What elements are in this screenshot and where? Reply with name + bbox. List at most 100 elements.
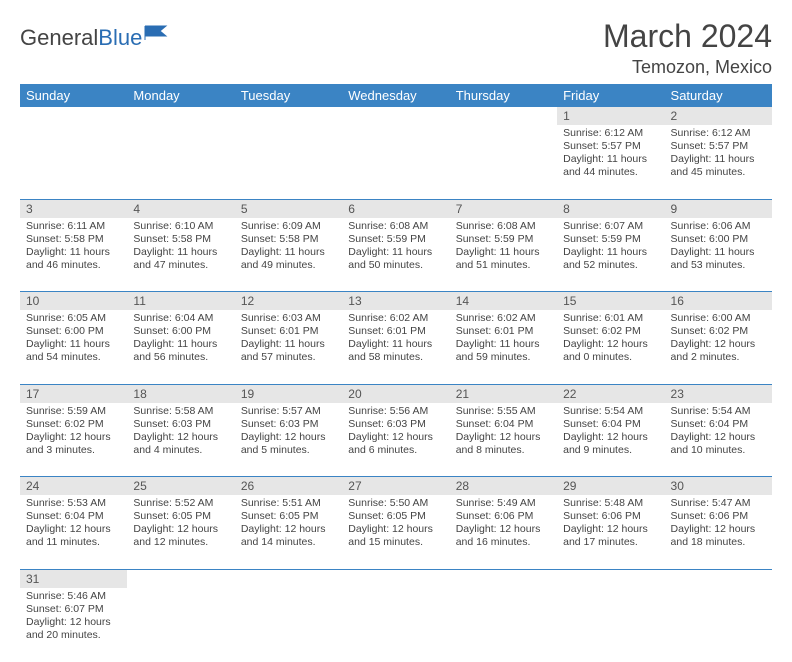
day-number-cell	[127, 569, 234, 588]
sunrise-text: Sunrise: 6:00 AM	[671, 312, 766, 325]
daylight-text: Daylight: 12 hours and 11 minutes.	[26, 523, 121, 549]
day-number-cell: 1	[557, 107, 664, 125]
day-number-cell: 22	[557, 384, 664, 403]
day-content-cell	[235, 125, 342, 199]
day-content-cell	[557, 588, 664, 662]
day-content-cell: Sunrise: 5:53 AMSunset: 6:04 PMDaylight:…	[20, 495, 127, 569]
daylight-text: Daylight: 12 hours and 6 minutes.	[348, 431, 443, 457]
sunrise-text: Sunrise: 6:02 AM	[456, 312, 551, 325]
daylight-text: Daylight: 11 hours and 47 minutes.	[133, 246, 228, 272]
day-content-cell: Sunrise: 5:49 AMSunset: 6:06 PMDaylight:…	[450, 495, 557, 569]
day-content-cell: Sunrise: 6:00 AMSunset: 6:02 PMDaylight:…	[665, 310, 772, 384]
day-content-cell: Sunrise: 5:51 AMSunset: 6:05 PMDaylight:…	[235, 495, 342, 569]
weekday-header: Tuesday	[235, 84, 342, 107]
sunrise-text: Sunrise: 6:12 AM	[563, 127, 658, 140]
daylight-text: Daylight: 11 hours and 53 minutes.	[671, 246, 766, 272]
day-content-cell: Sunrise: 6:12 AMSunset: 5:57 PMDaylight:…	[665, 125, 772, 199]
daylight-text: Daylight: 12 hours and 18 minutes.	[671, 523, 766, 549]
sunset-text: Sunset: 6:05 PM	[133, 510, 228, 523]
sunrise-text: Sunrise: 6:08 AM	[348, 220, 443, 233]
sunrise-text: Sunrise: 6:05 AM	[26, 312, 121, 325]
daylight-text: Daylight: 11 hours and 57 minutes.	[241, 338, 336, 364]
day-number-cell	[557, 569, 664, 588]
brand-part2: Blue	[98, 25, 142, 51]
daylight-text: Daylight: 12 hours and 0 minutes.	[563, 338, 658, 364]
brand-part1: General	[20, 25, 98, 51]
day-content-cell	[20, 125, 127, 199]
sunrise-text: Sunrise: 5:51 AM	[241, 497, 336, 510]
daylight-text: Daylight: 12 hours and 15 minutes.	[348, 523, 443, 549]
brand-logo: GeneralBlue	[20, 24, 170, 52]
day-content-cell	[665, 588, 772, 662]
sunrise-text: Sunrise: 6:02 AM	[348, 312, 443, 325]
day-number-cell: 31	[20, 569, 127, 588]
day-number-cell	[235, 569, 342, 588]
sunset-text: Sunset: 6:05 PM	[241, 510, 336, 523]
day-number-cell: 26	[235, 477, 342, 496]
day-content-cell	[127, 125, 234, 199]
daylight-text: Daylight: 12 hours and 9 minutes.	[563, 431, 658, 457]
day-number-row: 12	[20, 107, 772, 125]
day-content-cell	[235, 588, 342, 662]
location: Temozon, Mexico	[603, 57, 772, 78]
day-content-row: Sunrise: 6:05 AMSunset: 6:00 PMDaylight:…	[20, 310, 772, 384]
day-content-cell: Sunrise: 6:01 AMSunset: 6:02 PMDaylight:…	[557, 310, 664, 384]
sunrise-text: Sunrise: 5:53 AM	[26, 497, 121, 510]
day-content-cell	[450, 125, 557, 199]
day-number-cell: 27	[342, 477, 449, 496]
day-number-cell: 5	[235, 199, 342, 218]
daylight-text: Daylight: 12 hours and 5 minutes.	[241, 431, 336, 457]
day-content-row: Sunrise: 5:53 AMSunset: 6:04 PMDaylight:…	[20, 495, 772, 569]
day-content-cell	[342, 125, 449, 199]
sunrise-text: Sunrise: 5:59 AM	[26, 405, 121, 418]
sunrise-text: Sunrise: 5:55 AM	[456, 405, 551, 418]
title-block: March 2024 Temozon, Mexico	[603, 18, 772, 78]
day-content-cell: Sunrise: 6:04 AMSunset: 6:00 PMDaylight:…	[127, 310, 234, 384]
sunrise-text: Sunrise: 6:04 AM	[133, 312, 228, 325]
day-number-cell: 30	[665, 477, 772, 496]
daylight-text: Daylight: 11 hours and 46 minutes.	[26, 246, 121, 272]
day-content-cell: Sunrise: 5:48 AMSunset: 6:06 PMDaylight:…	[557, 495, 664, 569]
day-number-cell	[235, 107, 342, 125]
weekday-header: Saturday	[665, 84, 772, 107]
day-number-cell	[665, 569, 772, 588]
daylight-text: Daylight: 11 hours and 59 minutes.	[456, 338, 551, 364]
sunrise-text: Sunrise: 5:57 AM	[241, 405, 336, 418]
day-number-cell: 10	[20, 292, 127, 311]
day-content-cell: Sunrise: 6:02 AMSunset: 6:01 PMDaylight:…	[450, 310, 557, 384]
sunset-text: Sunset: 6:00 PM	[26, 325, 121, 338]
day-content-row: Sunrise: 6:11 AMSunset: 5:58 PMDaylight:…	[20, 218, 772, 292]
sunset-text: Sunset: 6:00 PM	[133, 325, 228, 338]
sunset-text: Sunset: 6:03 PM	[133, 418, 228, 431]
day-number-cell: 7	[450, 199, 557, 218]
weekday-header: Monday	[127, 84, 234, 107]
weekday-header-row: SundayMondayTuesdayWednesdayThursdayFrid…	[20, 84, 772, 107]
sunset-text: Sunset: 6:04 PM	[456, 418, 551, 431]
sunrise-text: Sunrise: 5:46 AM	[26, 590, 121, 603]
daylight-text: Daylight: 12 hours and 10 minutes.	[671, 431, 766, 457]
daylight-text: Daylight: 11 hours and 51 minutes.	[456, 246, 551, 272]
sunrise-text: Sunrise: 6:09 AM	[241, 220, 336, 233]
day-number-row: 10111213141516	[20, 292, 772, 311]
day-number-cell: 25	[127, 477, 234, 496]
sunset-text: Sunset: 6:04 PM	[563, 418, 658, 431]
day-number-cell: 28	[450, 477, 557, 496]
sunrise-text: Sunrise: 6:08 AM	[456, 220, 551, 233]
weekday-header: Sunday	[20, 84, 127, 107]
sunrise-text: Sunrise: 5:47 AM	[671, 497, 766, 510]
sunset-text: Sunset: 6:02 PM	[563, 325, 658, 338]
daylight-text: Daylight: 11 hours and 52 minutes.	[563, 246, 658, 272]
day-number-cell	[342, 569, 449, 588]
daylight-text: Daylight: 11 hours and 44 minutes.	[563, 153, 658, 179]
day-content-cell: Sunrise: 5:54 AMSunset: 6:04 PMDaylight:…	[665, 403, 772, 477]
sunset-text: Sunset: 6:03 PM	[241, 418, 336, 431]
flag-icon	[144, 24, 170, 42]
daylight-text: Daylight: 11 hours and 58 minutes.	[348, 338, 443, 364]
calendar-body: 12Sunrise: 6:12 AMSunset: 5:57 PMDayligh…	[20, 107, 772, 662]
day-number-cell	[342, 107, 449, 125]
day-number-cell: 3	[20, 199, 127, 218]
day-number-cell	[450, 107, 557, 125]
day-content-cell: Sunrise: 5:47 AMSunset: 6:06 PMDaylight:…	[665, 495, 772, 569]
day-content-cell: Sunrise: 5:55 AMSunset: 6:04 PMDaylight:…	[450, 403, 557, 477]
day-number-cell: 24	[20, 477, 127, 496]
